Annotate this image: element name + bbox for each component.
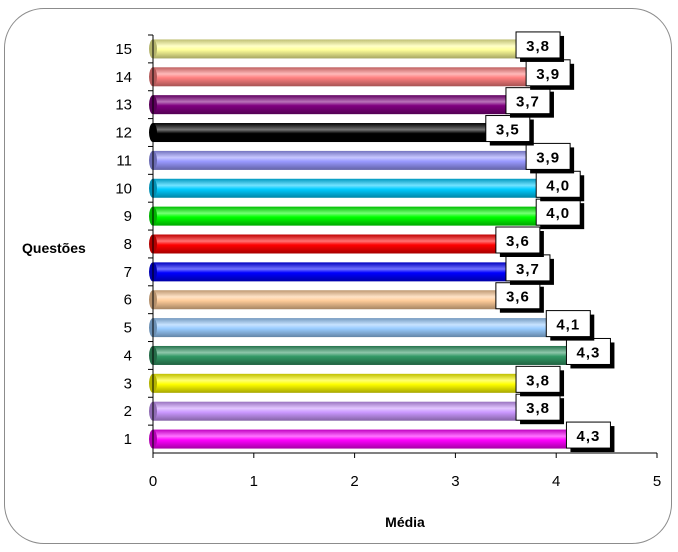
y-tick-label: 1	[124, 431, 132, 448]
y-tick-label: 2	[124, 403, 132, 420]
y-tick-label: 4	[124, 347, 132, 364]
x-tick-label: 2	[350, 473, 358, 490]
y-tick-label: 14	[115, 69, 132, 86]
data-label: 3,7	[516, 94, 540, 111]
bar-4	[153, 345, 587, 365]
data-label: 3,6	[506, 233, 530, 250]
data-label-box	[565, 421, 611, 449]
data-label-box	[525, 59, 571, 87]
data-label-box	[515, 393, 561, 421]
x-axis-title: Média	[385, 514, 425, 530]
data-label-box	[565, 337, 611, 365]
bar-2	[153, 401, 537, 421]
bar-9	[153, 206, 557, 226]
y-tick-label: 13	[115, 97, 132, 114]
data-label-box	[495, 226, 541, 254]
x-tick-label: 5	[653, 473, 661, 490]
y-tick-label: 5	[124, 320, 132, 337]
data-label: 3,8	[526, 400, 550, 417]
bar-11	[153, 150, 547, 170]
y-tick-label: 12	[115, 125, 132, 142]
x-tick-label: 0	[149, 473, 157, 490]
data-label: 4,3	[577, 344, 601, 361]
y-tick-label: 15	[115, 41, 132, 58]
y-tick-label: 9	[124, 208, 132, 225]
data-label-box	[515, 31, 561, 59]
y-tick-label: 3	[124, 375, 132, 392]
x-tick-label: 4	[552, 473, 560, 490]
bar-13	[153, 95, 526, 115]
y-axis-title: Questões	[22, 240, 86, 256]
x-tick-label: 3	[451, 473, 459, 490]
bar-15	[153, 39, 537, 59]
data-label: 4,0	[546, 177, 570, 194]
bar-8	[153, 234, 516, 254]
data-label-box	[485, 115, 531, 143]
y-tick-label: 6	[124, 292, 132, 309]
data-label: 4,0	[546, 205, 570, 222]
data-label-box	[505, 254, 551, 282]
bar-1	[153, 429, 587, 449]
data-label: 3,7	[516, 261, 540, 278]
data-label: 3,9	[536, 66, 560, 83]
bar-5	[153, 318, 567, 338]
data-label-box	[535, 198, 581, 226]
data-label: 3,9	[536, 149, 560, 166]
y-tick-label: 8	[124, 236, 132, 253]
data-label: 3,8	[526, 38, 550, 55]
x-tick-label: 1	[250, 473, 258, 490]
y-tick-label: 7	[124, 264, 132, 281]
data-label: 3,8	[526, 372, 550, 389]
bar-14	[153, 67, 547, 87]
data-label-box	[505, 87, 551, 115]
bar-12	[153, 123, 506, 143]
data-label-box	[545, 310, 591, 338]
bar-10	[153, 178, 557, 198]
y-tick-label: 10	[115, 180, 132, 197]
data-label: 3,6	[506, 289, 530, 306]
y-tick-label: 11	[116, 152, 132, 169]
bar-6	[153, 290, 516, 310]
data-label: 4,1	[556, 317, 580, 334]
data-label: 3,5	[496, 122, 520, 139]
labels-layer: 4,3 3,8 3,8 4,3 4,1 3,6 3,7 3,6 4,0 4,0 3,9 3,5 3,7 3…	[485, 31, 615, 453]
bar-7	[153, 262, 526, 282]
bars-layer	[149, 39, 591, 449]
data-label-box	[525, 142, 571, 170]
bar-3	[153, 373, 537, 393]
data-label-box	[515, 365, 561, 393]
data-label: 4,3	[577, 428, 601, 445]
